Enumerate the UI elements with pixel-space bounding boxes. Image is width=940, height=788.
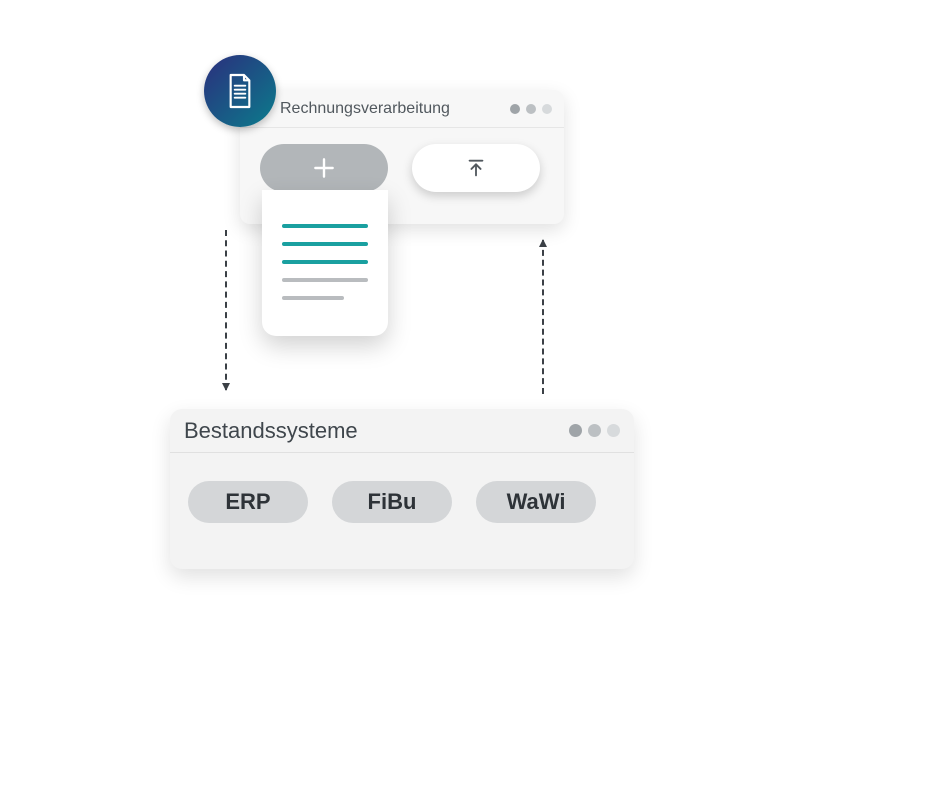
legacy-systems-window: Bestandssysteme ERP FiBu WaWi — [170, 409, 634, 569]
window-dot — [542, 104, 552, 114]
arrow-down — [225, 230, 227, 390]
window-controls — [510, 104, 552, 114]
window-header: Bestandssysteme — [170, 409, 634, 453]
arrow-up — [542, 240, 544, 394]
add-button[interactable] — [260, 144, 388, 192]
window-dot — [588, 424, 601, 437]
document-badge — [204, 55, 276, 127]
system-pill-wawi[interactable]: WaWi — [476, 481, 596, 523]
doc-line — [282, 224, 368, 228]
plus-icon — [311, 155, 337, 181]
window-dot — [526, 104, 536, 114]
window-dot — [607, 424, 620, 437]
window-controls — [569, 424, 620, 437]
diagram-canvas: Rechnungsverarbeitung — [0, 0, 940, 788]
system-pill-fibu[interactable]: FiBu — [332, 481, 452, 523]
system-pill-erp[interactable]: ERP — [188, 481, 308, 523]
doc-line — [282, 278, 368, 282]
window-header: Rechnungsverarbeitung — [240, 90, 564, 128]
doc-line — [282, 296, 344, 300]
doc-line — [282, 260, 368, 264]
doc-line — [282, 242, 368, 246]
document-icon — [224, 72, 256, 110]
upload-icon — [465, 156, 487, 180]
window-body: ERP FiBu WaWi — [170, 453, 634, 551]
window-title: Rechnungsverarbeitung — [280, 100, 450, 118]
window-dot — [569, 424, 582, 437]
upload-button[interactable] — [412, 144, 540, 192]
window-title: Bestandssysteme — [184, 418, 358, 444]
document-preview-card — [262, 190, 388, 336]
window-dot — [510, 104, 520, 114]
